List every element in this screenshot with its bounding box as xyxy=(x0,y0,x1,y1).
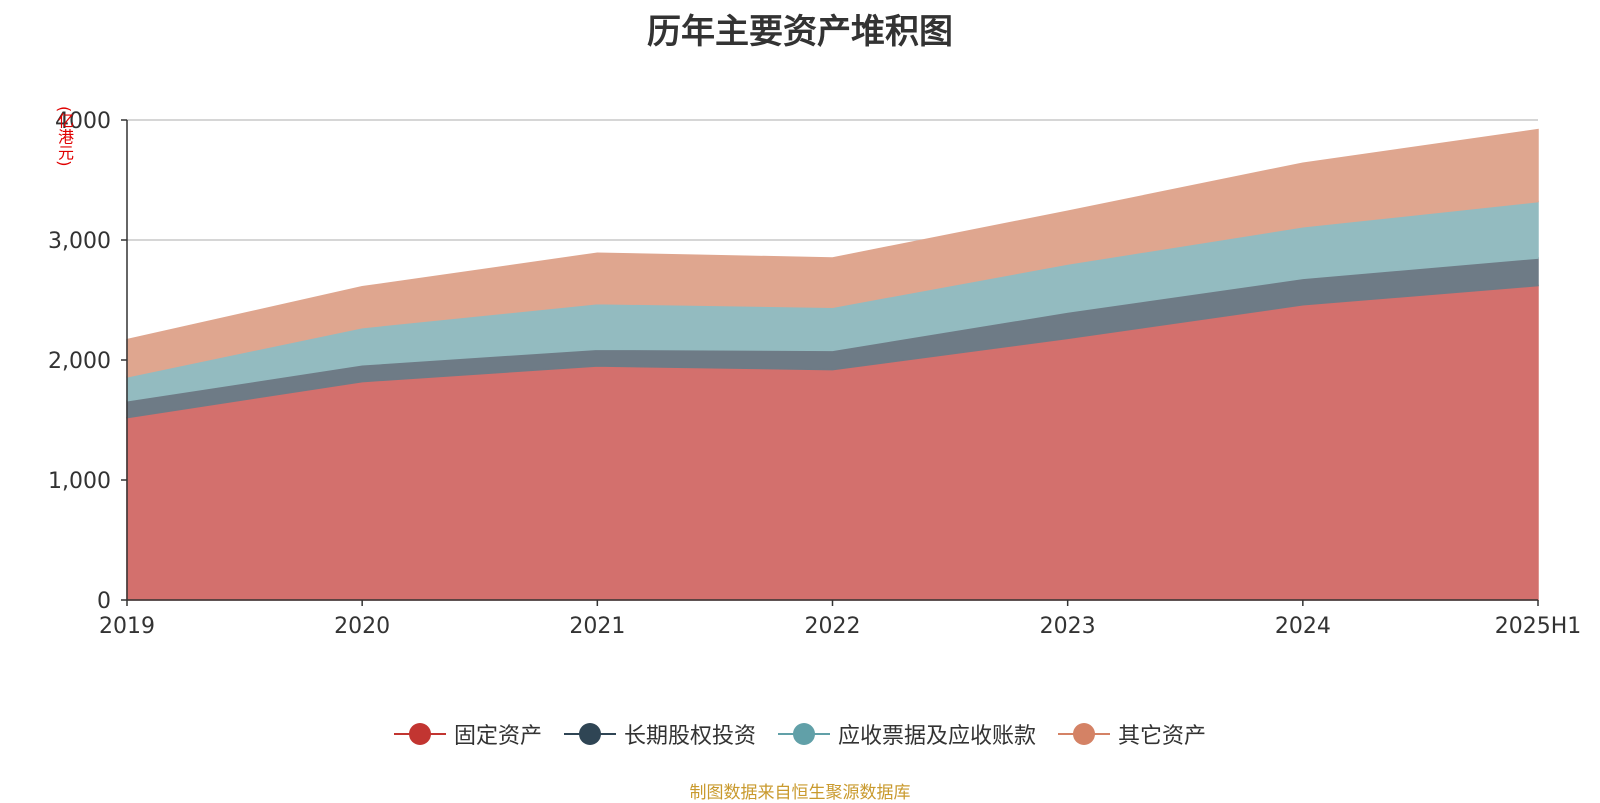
legend-label: 其它资产 xyxy=(1118,724,1207,749)
legend: 固定资产 长期股权投资 应收票据及应收账款 其它资产 xyxy=(0,718,1600,750)
legend-dot xyxy=(1073,723,1096,745)
area-series xyxy=(126,128,1539,601)
chart-title: 历年主要资产堆积图 xyxy=(647,12,953,52)
legend-label: 应收票据及应收账款 xyxy=(838,724,1037,749)
legend-label: 固定资产 xyxy=(453,724,542,749)
legend-item-3[interactable]: 其它资产 xyxy=(1058,718,1206,750)
legend-marker-icon xyxy=(563,721,616,747)
legend-marker-icon xyxy=(778,721,830,747)
legend-item-1[interactable]: 长期股权投资 xyxy=(563,718,756,750)
y-tick-label: 0 xyxy=(97,589,111,614)
x-tick-label: 2023 xyxy=(1040,614,1096,639)
y-tick-label: 2,000 xyxy=(48,349,111,374)
legend-marker-icon xyxy=(393,721,446,747)
legend-item-0[interactable]: 固定资产 xyxy=(393,718,542,750)
y-tick-label: 4000 xyxy=(55,109,111,134)
y-axis-label: (亿港元) xyxy=(55,106,74,167)
legend-dot xyxy=(793,723,815,745)
x-tick-label: 2020 xyxy=(334,614,390,639)
x-tick-label: 2024 xyxy=(1275,614,1331,639)
legend-marker-icon xyxy=(1058,721,1111,747)
legend-item-2[interactable]: 应收票据及应收账款 xyxy=(778,718,1036,750)
source-note: 制图数据来自恒生聚源数据库 xyxy=(689,783,911,803)
x-tick-label: 2021 xyxy=(569,614,625,639)
axes: 0 1,000 2,000 3,000 4000 2019 2020 2021 2022 2023… xyxy=(48,109,1581,639)
legend-label: 长期股权投资 xyxy=(623,724,756,749)
legend-dot xyxy=(578,723,601,745)
legend-dot xyxy=(408,723,431,745)
x-tick-label: 2025H1 xyxy=(1495,614,1582,639)
y-tick-label: 1,000 xyxy=(48,469,111,494)
x-tick-label: 2019 xyxy=(99,614,155,639)
y-tick-label: 3,000 xyxy=(48,229,111,254)
area-series-3 xyxy=(126,128,1539,378)
x-tick-label: 2022 xyxy=(805,614,861,639)
